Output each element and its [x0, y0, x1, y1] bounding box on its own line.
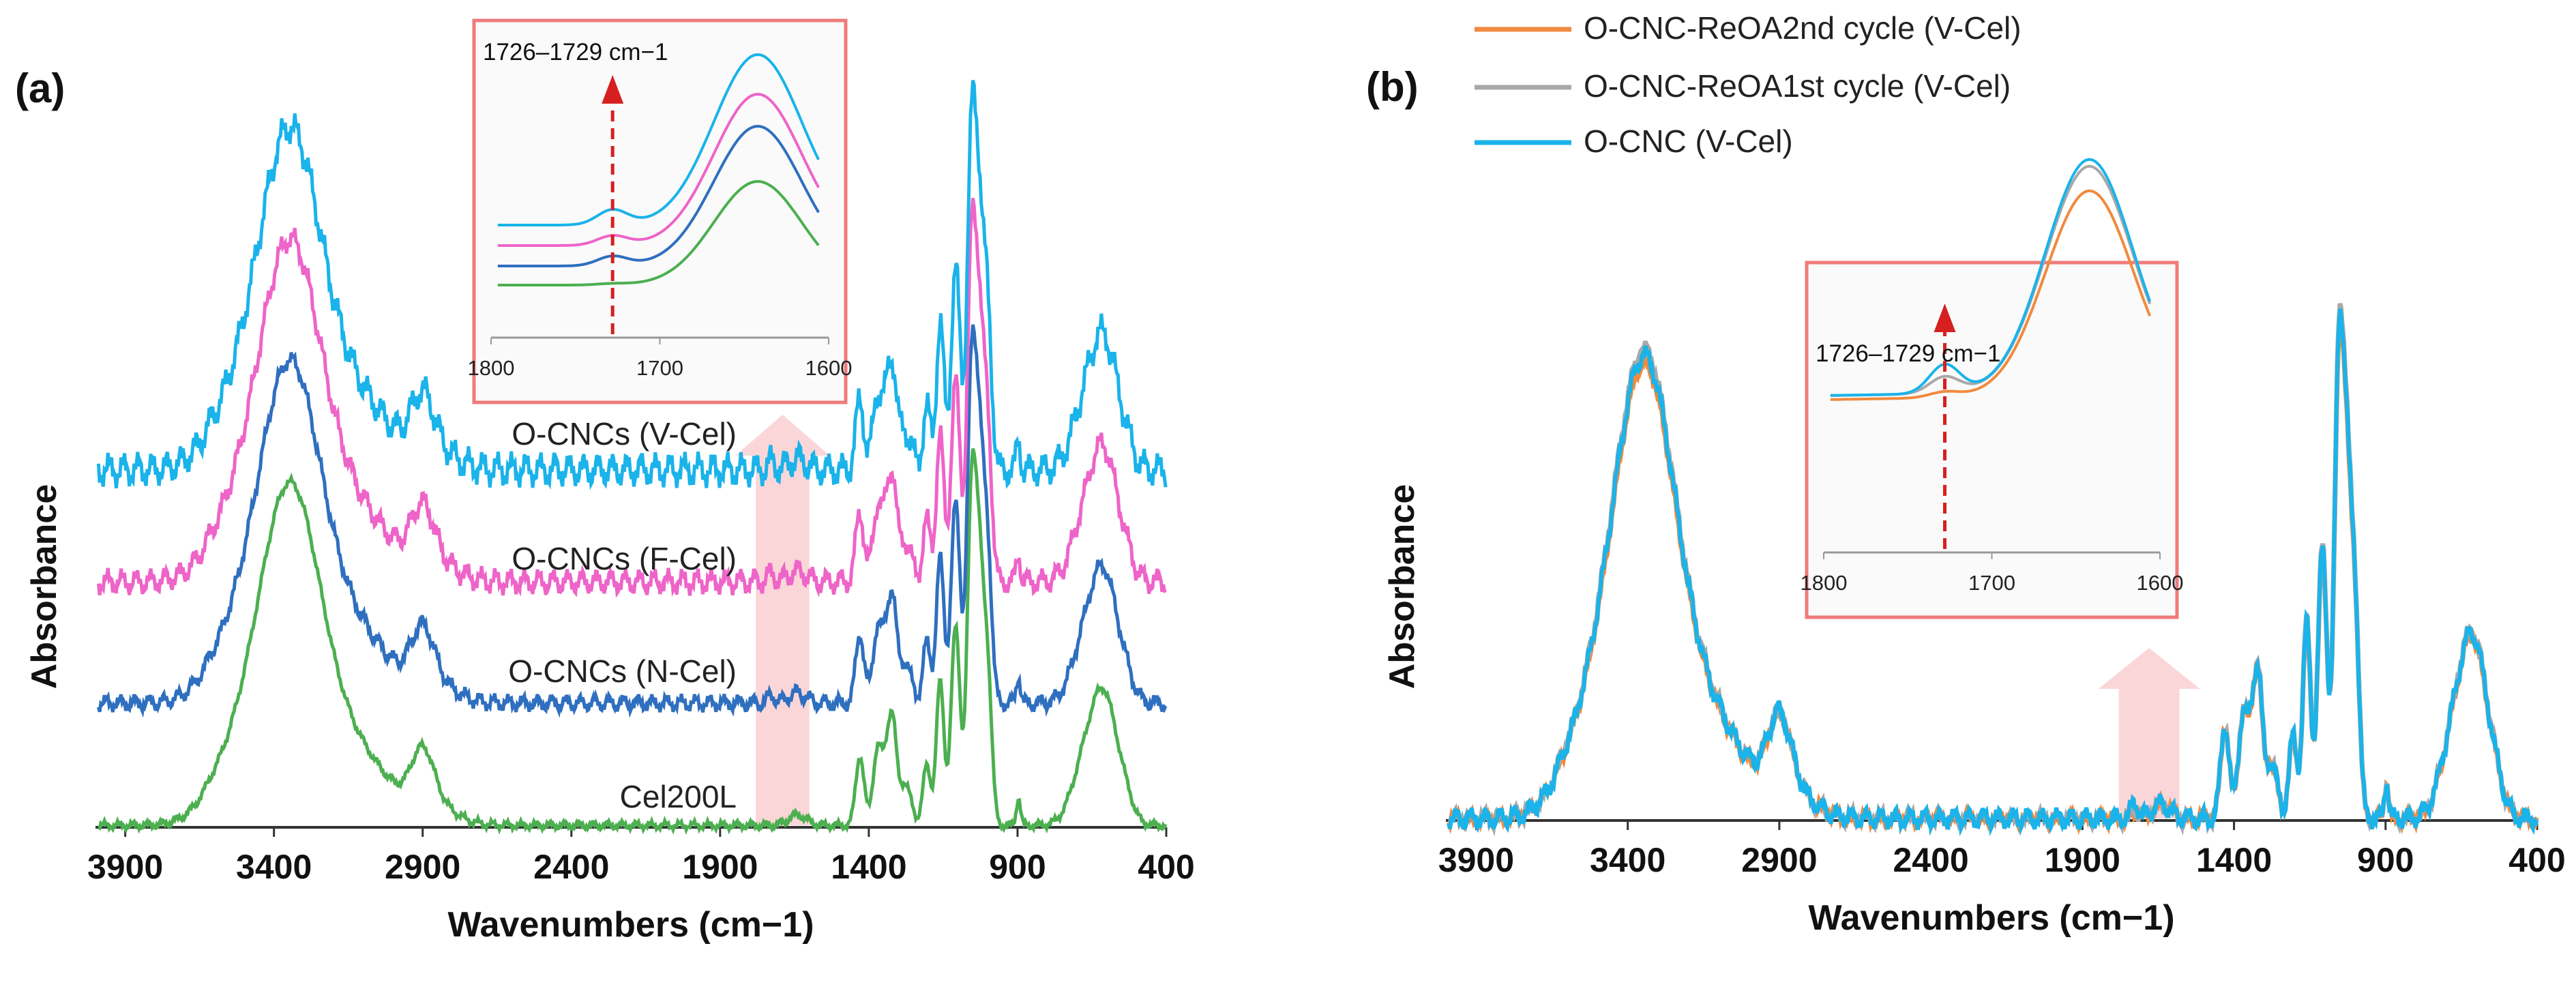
inset-x-tick-label: 1600: [2137, 571, 2184, 595]
x-tick-label: 900: [989, 848, 1046, 886]
y-axis-label: Absorbance: [25, 484, 64, 690]
x-tick-label: 400: [2508, 841, 2565, 879]
inset-x-tick-label: 1700: [636, 356, 683, 380]
inset-frame: [1805, 261, 2179, 619]
inset-series-line: [497, 53, 820, 226]
inset-annotation: 1726–1729 cm−1: [1816, 340, 2000, 367]
inset-x-tick-label: 1600: [805, 356, 853, 380]
y-axis-label: Absorbance: [1382, 484, 1422, 690]
series-line: [96, 324, 1168, 718]
series-label: O-CNCs (V-Cel): [512, 416, 737, 452]
x-tick-label: 400: [1138, 848, 1194, 886]
inset-series-line: [497, 124, 820, 267]
x-axis-label: Wavenumbers (cm−1): [1808, 898, 2174, 938]
x-tick-label: 3400: [1590, 841, 1665, 879]
x-tick-label: 1400: [831, 848, 906, 886]
x-tick-label: 900: [2357, 841, 2414, 879]
series-line: [98, 448, 1168, 835]
inset-x-tick-label: 1700: [1968, 571, 2015, 595]
x-tick-label: 3900: [87, 848, 163, 886]
x-tick-label: 2400: [533, 848, 609, 886]
x-axis-label: Wavenumbers (cm−1): [447, 905, 814, 945]
highlight-arrow: [2098, 648, 2200, 818]
inset-x-tick-label: 1800: [468, 356, 515, 380]
x-tick-label: 1900: [2045, 841, 2120, 879]
inset-series-line: [497, 92, 820, 247]
x-tick-label: 2900: [385, 848, 460, 886]
inset-series-line: [1830, 189, 2152, 401]
series-line: [96, 80, 1168, 490]
highlight-arrow: [735, 415, 830, 825]
x-tick-label: 3400: [236, 848, 312, 886]
x-tick-label: 2400: [1893, 841, 1968, 879]
panel-a: 3900 3400 2900 2400 1900 1400 900 400 Wavenumber…: [15, 18, 1195, 945]
panel-b: 3900 3400 2900 2400 1900 1400 900 400 Wavenumber…: [1366, 10, 2566, 938]
inset-series-line: [497, 179, 820, 286]
inset-x-tick-label: 1800: [1801, 571, 1848, 595]
series-label: O-CNCs (F-Cel): [512, 541, 737, 576]
legend-label: O-CNC (V-Cel): [1584, 123, 1793, 159]
x-tick-label: 3900: [1438, 841, 1514, 879]
inset-series-line: [1830, 158, 2152, 397]
panel-label: (b): [1366, 64, 1419, 110]
series-label: O-CNCs (N-Cel): [508, 653, 737, 689]
series-line: [96, 197, 1167, 598]
x-tick-label: 2900: [1741, 841, 1817, 879]
inset-marker-arrow: [1934, 304, 1956, 332]
panel-label: (a): [15, 65, 65, 111]
series-line: [1447, 308, 2539, 837]
inset-marker-arrow: [602, 75, 624, 104]
legend-label: O-CNC-ReOA1st cycle (V-Cel): [1584, 68, 2011, 104]
series-label: Cel200L: [620, 779, 737, 814]
inset-annotation: 1726–1729 cm−1: [483, 39, 668, 65]
legend-label: O-CNC-ReOA2nd cycle (V-Cel): [1584, 10, 2022, 46]
x-tick-label: 1900: [682, 848, 758, 886]
x-tick-label: 1400: [2196, 841, 2272, 879]
